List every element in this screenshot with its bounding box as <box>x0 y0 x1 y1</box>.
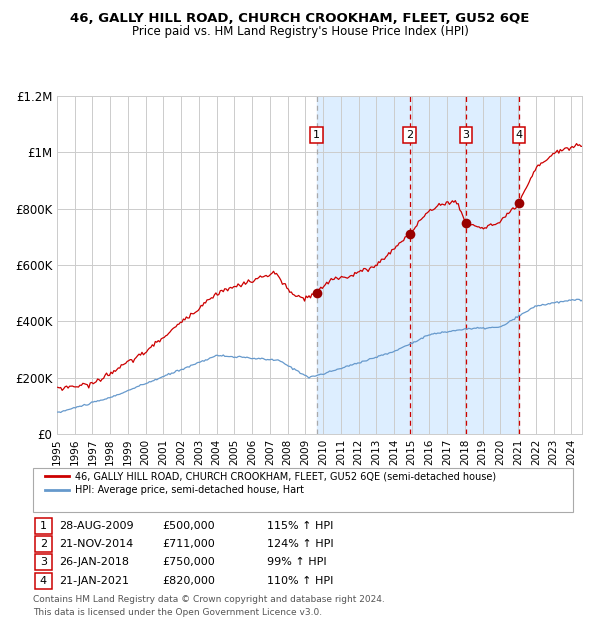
Text: 3: 3 <box>40 557 47 567</box>
Text: 124% ↑ HPI: 124% ↑ HPI <box>267 539 334 549</box>
Text: Contains HM Land Registry data © Crown copyright and database right 2024.
This d: Contains HM Land Registry data © Crown c… <box>33 595 385 617</box>
Text: £711,000: £711,000 <box>162 539 215 549</box>
Text: 46, GALLY HILL ROAD, CHURCH CROOKHAM, FLEET, GU52 6QE (semi-detached house): 46, GALLY HILL ROAD, CHURCH CROOKHAM, FL… <box>75 471 496 481</box>
Text: £820,000: £820,000 <box>162 576 215 586</box>
Text: 21-JAN-2021: 21-JAN-2021 <box>59 576 129 586</box>
Bar <box>317 96 519 434</box>
Text: 2: 2 <box>406 130 413 140</box>
Text: 99% ↑ HPI: 99% ↑ HPI <box>267 557 326 567</box>
Text: 4: 4 <box>515 130 523 140</box>
Text: 3: 3 <box>463 130 470 140</box>
Text: 110% ↑ HPI: 110% ↑ HPI <box>267 576 334 586</box>
Text: £750,000: £750,000 <box>162 557 215 567</box>
Text: 2: 2 <box>40 539 47 549</box>
Text: Price paid vs. HM Land Registry's House Price Index (HPI): Price paid vs. HM Land Registry's House … <box>131 25 469 38</box>
Text: 28-AUG-2009: 28-AUG-2009 <box>59 521 133 531</box>
Text: HPI: Average price, semi-detached house, Hart: HPI: Average price, semi-detached house,… <box>75 485 304 495</box>
Text: £500,000: £500,000 <box>162 521 215 531</box>
Text: 1: 1 <box>313 130 320 140</box>
Text: 26-JAN-2018: 26-JAN-2018 <box>59 557 129 567</box>
Text: 46, GALLY HILL ROAD, CHURCH CROOKHAM, FLEET, GU52 6QE: 46, GALLY HILL ROAD, CHURCH CROOKHAM, FL… <box>70 12 530 25</box>
Text: 1: 1 <box>40 521 47 531</box>
Text: 21-NOV-2014: 21-NOV-2014 <box>59 539 133 549</box>
Text: 115% ↑ HPI: 115% ↑ HPI <box>267 521 334 531</box>
Text: 4: 4 <box>40 576 47 586</box>
